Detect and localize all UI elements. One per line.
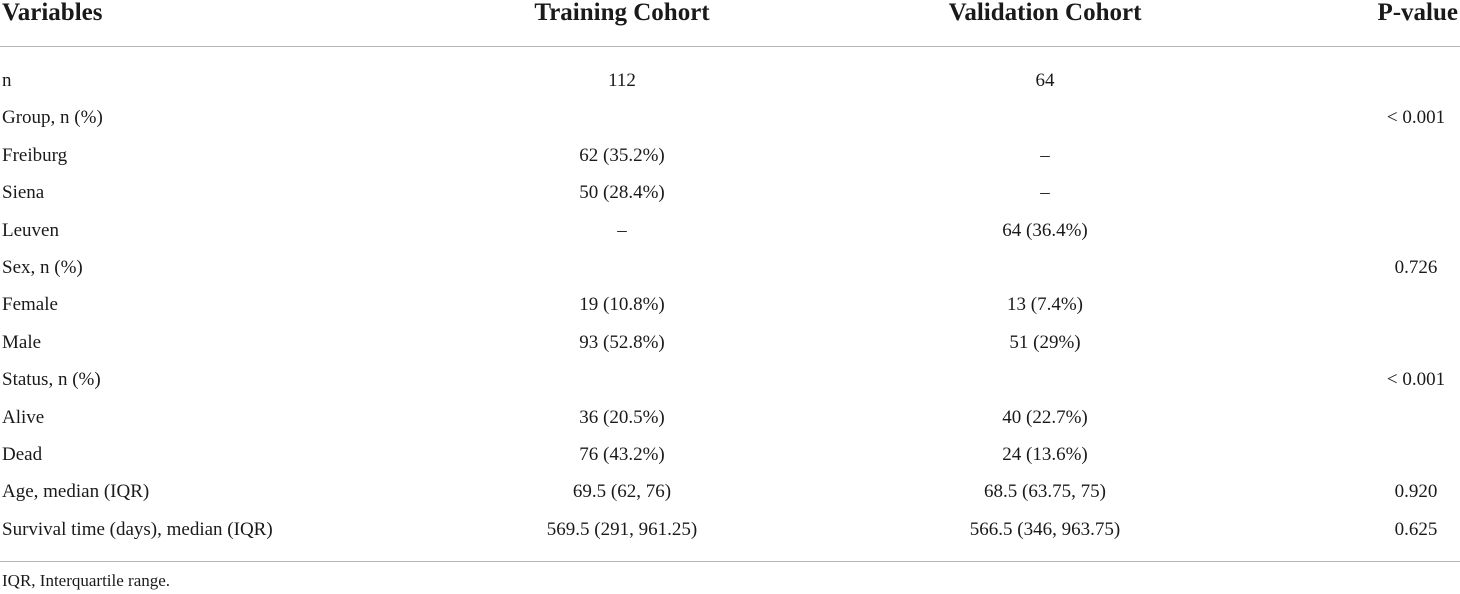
cell-training: 62 (35.2%): [579, 144, 665, 166]
cell-training: 69.5 (62, 76): [572, 481, 672, 503]
cell-variable: Status, n (%): [2, 369, 101, 391]
cell-validation: –: [1040, 144, 1050, 166]
cell-variable: Dead: [2, 443, 43, 465]
table-bottom-rule: [0, 561, 1460, 562]
table-row: Female 19 (10.8%) 13 (7.4%): [0, 286, 1460, 323]
cohort-table: Variables Training Cohort Validation Coh…: [0, 0, 1460, 548]
cell-variable: n: [2, 70, 12, 91]
header-validation-cohort: Validation Cohort: [948, 0, 1142, 26]
cell-training: 19 (10.8%): [579, 294, 665, 316]
table-header: Variables Training Cohort Validation Coh…: [0, 0, 1460, 47]
cell-training: 112: [608, 70, 636, 91]
cell-validation: –: [1040, 182, 1050, 204]
header-variables: Variables: [2, 0, 103, 26]
table-row: Male 93 (52.8%) 51 (29%): [0, 324, 1460, 361]
table-row: Sex, n (%) 0.726: [0, 249, 1460, 286]
cell-validation: 64: [1035, 70, 1055, 91]
table-row: Freiburg 62 (35.2%) –: [0, 137, 1460, 174]
cell-training: –: [617, 219, 627, 241]
cell-validation: 40 (22.7%): [1002, 406, 1088, 428]
cell-p-value: 0.726: [1394, 256, 1438, 278]
table-row: Status, n (%) < 0.001: [0, 361, 1460, 398]
cell-p-value: < 0.001: [1386, 107, 1446, 129]
cell-p-value: 0.625: [1394, 518, 1438, 540]
table-row: Leuven – 64 (36.4%): [0, 212, 1460, 249]
cell-validation: 68.5 (63.75, 75): [984, 481, 1106, 503]
cell-variable: Female: [2, 294, 58, 316]
table-footnote: IQR, Interquartile range.: [2, 571, 171, 590]
cell-training: 93 (52.8%): [579, 331, 665, 353]
cell-variable: Survival time (days), median (IQR): [2, 518, 273, 540]
cell-validation: 51 (29%): [1009, 331, 1081, 353]
cell-variable: Leuven: [2, 219, 59, 241]
table-row: Dead 76 (43.2%) 24 (13.6%): [0, 436, 1460, 473]
cell-variable: Group, n (%): [2, 107, 103, 129]
table-row: Group, n (%) < 0.001: [0, 99, 1460, 136]
cell-p-value: 0.920: [1394, 481, 1438, 503]
cell-variable: Siena: [2, 182, 45, 204]
cell-variable: Freiburg: [2, 144, 68, 166]
cell-training: 76 (43.2%): [579, 443, 665, 465]
header-training-cohort: Training Cohort: [534, 0, 710, 26]
cell-training: 36 (20.5%): [579, 406, 665, 428]
cell-validation: 24 (13.6%): [1002, 443, 1088, 465]
cell-p-value: < 0.001: [1386, 369, 1446, 391]
table-body: n 112 64 Group, n (%) < 0.001 Freiburg 6…: [0, 47, 1460, 548]
cell-variable: Sex, n (%): [2, 256, 83, 278]
table-row: n 112 64: [0, 62, 1460, 99]
table-row: Siena 50 (28.4%) –: [0, 174, 1460, 211]
cell-training: 50 (28.4%): [579, 182, 665, 204]
table-row: Survival time (days), median (IQR) 569.5…: [0, 511, 1460, 548]
table-row: Age, median (IQR) 69.5 (62, 76) 68.5 (63…: [0, 473, 1460, 510]
table-row: Alive 36 (20.5%) 40 (22.7%): [0, 399, 1460, 436]
header-p-value: P-value: [1377, 0, 1458, 26]
cell-training: 569.5 (291, 961.25): [546, 518, 698, 540]
cell-variable: Alive: [2, 406, 45, 428]
cell-variable: Age, median (IQR): [2, 481, 150, 503]
cell-validation: 13 (7.4%): [1007, 294, 1083, 316]
cell-validation: 566.5 (346, 963.75): [969, 518, 1121, 540]
cell-variable: Male: [2, 331, 42, 353]
cell-validation: 64 (36.4%): [1002, 219, 1088, 241]
